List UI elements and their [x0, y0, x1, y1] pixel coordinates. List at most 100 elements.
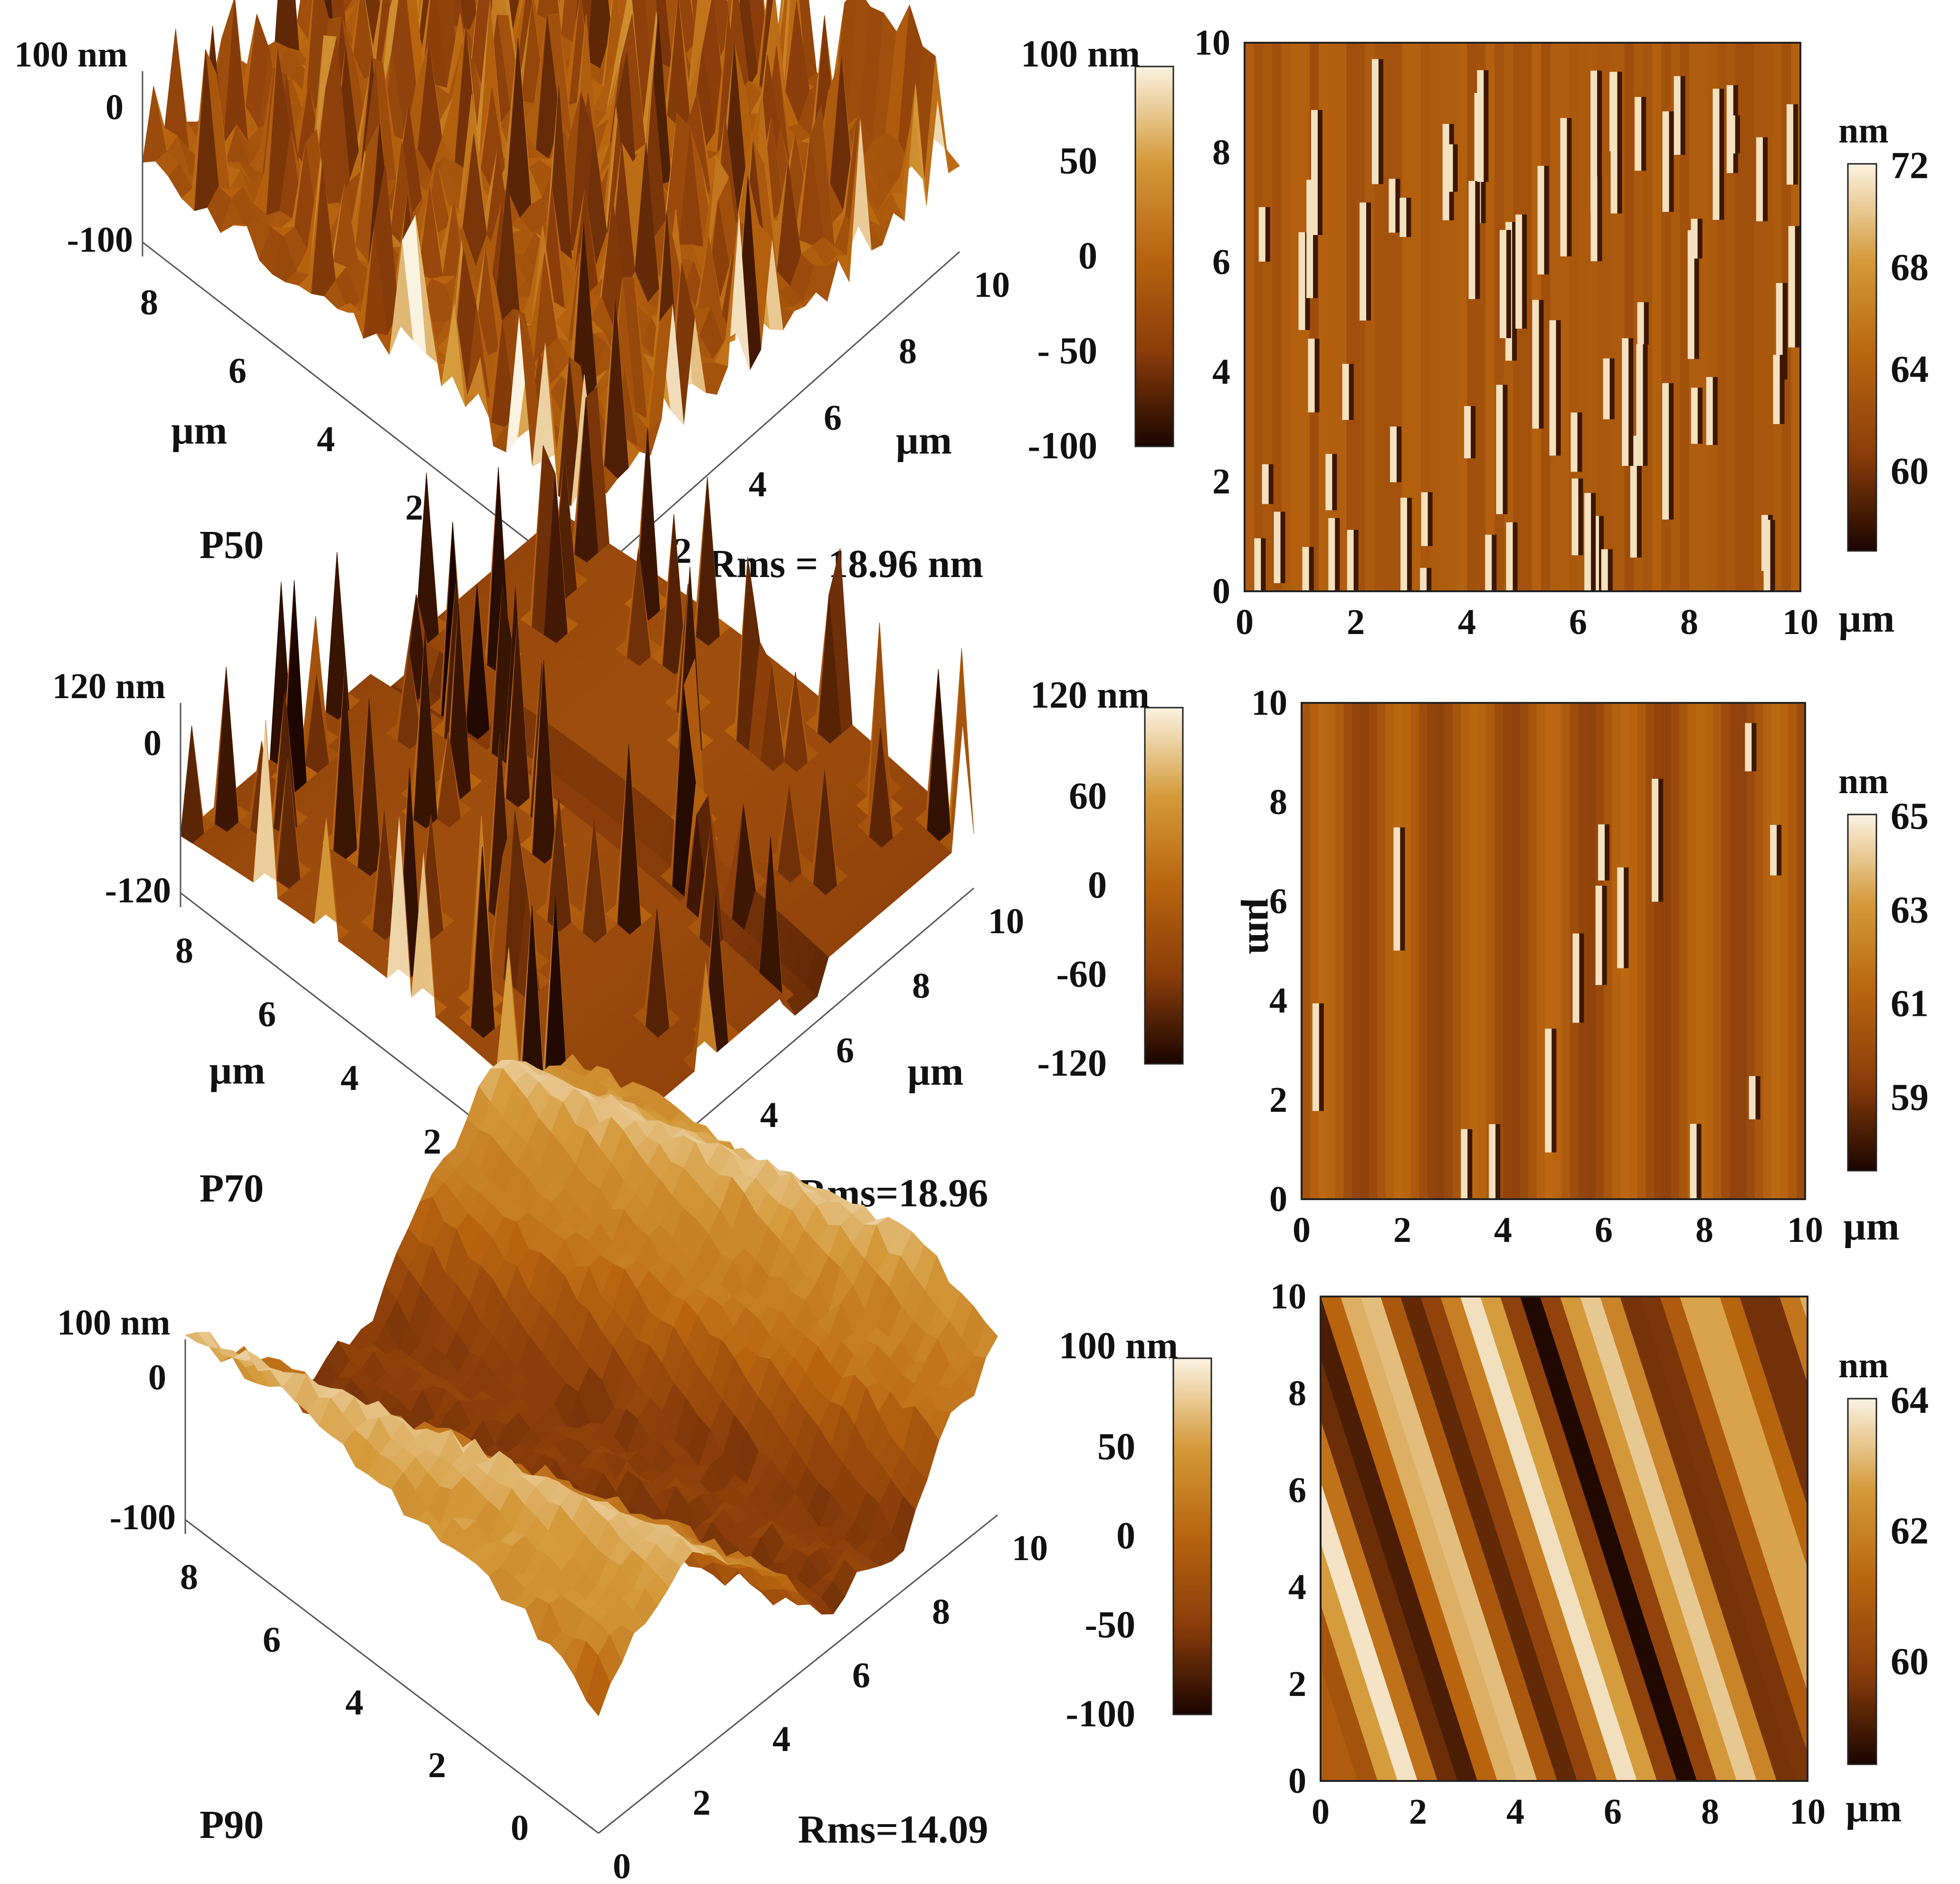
map-colorbar — [1847, 163, 1877, 552]
map-streak — [1347, 530, 1354, 591]
surface-facet — [557, 0, 565, 36]
map-streak — [1595, 885, 1602, 985]
map-streak — [1773, 355, 1780, 424]
right-axis-tick: 8 — [932, 1592, 950, 1632]
right-axis-tick: 0 — [613, 1846, 631, 1882]
map-column — [1254, 43, 1264, 591]
map-column — [1402, 703, 1411, 1199]
map-streak — [1662, 111, 1669, 212]
map-streak — [1308, 339, 1315, 413]
left-axis-unit: µm — [209, 1049, 265, 1093]
map-column — [1746, 703, 1755, 1199]
map-shadow — [1696, 1124, 1702, 1199]
map-x-tick: 2 — [1393, 1210, 1411, 1250]
map-streak — [1532, 300, 1539, 429]
map-streak — [1485, 534, 1492, 591]
map-streak — [1390, 426, 1397, 483]
map-shadow — [1335, 518, 1340, 591]
map-band — [1440, 1297, 1618, 1781]
map-shadow — [1751, 723, 1757, 772]
map-column — [1337, 43, 1347, 591]
map-shadow — [1807, 522, 1811, 593]
map-column — [1436, 703, 1445, 1199]
map-streak — [1545, 1028, 1552, 1153]
height-scale-label: - 50 — [1037, 330, 1097, 372]
right-axis-unit: µm — [907, 1050, 963, 1094]
map-column — [1679, 703, 1688, 1199]
map-x-tick: 4 — [1494, 1210, 1512, 1250]
colorbar-tick: 60 — [1891, 1641, 1929, 1683]
map-streak — [1477, 70, 1484, 182]
map-band — [1361, 1297, 1538, 1781]
colorbar-tick: 68 — [1891, 246, 1929, 288]
map-shadow — [1395, 179, 1400, 233]
map-band — [1400, 1297, 1578, 1781]
map-streak — [1687, 230, 1694, 359]
map-x-tick: 8 — [1695, 1210, 1713, 1250]
map-column — [1302, 703, 1311, 1199]
map-x-tick: 6 — [1604, 1792, 1622, 1832]
map-shadow — [1261, 538, 1266, 591]
map-y-tick: 10 — [1251, 683, 1287, 723]
map-y-tick: 8 — [1212, 133, 1230, 172]
map-y-tick: 6 — [1269, 881, 1287, 921]
map-band — [1740, 1297, 1808, 1506]
map-shadow — [1556, 320, 1561, 456]
phase-map — [1320, 1296, 1808, 1782]
map-column — [1763, 43, 1773, 591]
sample-label: P70 — [200, 1166, 264, 1211]
map-shadow — [1597, 70, 1602, 213]
map-band — [1540, 1297, 1718, 1781]
map-shadow — [1317, 110, 1323, 235]
map-streak — [1590, 176, 1598, 262]
map-frame — [1320, 1296, 1808, 1782]
map-streak — [1506, 522, 1513, 591]
map-band — [1420, 1297, 1598, 1781]
map-streak — [1570, 412, 1578, 472]
z-label-zero: 0 — [143, 723, 162, 763]
map-column — [1291, 43, 1301, 591]
map-shadow — [1512, 222, 1517, 361]
map-column — [1687, 703, 1697, 1199]
height-scale-label: 50 — [1097, 1426, 1135, 1468]
map-column — [1385, 703, 1395, 1199]
right-axis-tick: 10 — [1012, 1528, 1048, 1568]
map-streak — [1598, 824, 1605, 880]
panel-p50: 100 nm0-10086420µm0246810µmP50Rms = 18.9… — [14, 0, 1929, 642]
map-shadow — [1713, 377, 1718, 445]
map-streak — [1728, 115, 1735, 154]
map-streak — [1274, 511, 1281, 583]
map-shadow — [1366, 202, 1371, 321]
map-band — [1640, 1297, 1808, 1781]
map-shadow — [1427, 492, 1433, 546]
map-band — [1520, 1297, 1698, 1781]
map-column — [1352, 703, 1361, 1199]
z-label-bottom: -100 — [110, 1497, 176, 1537]
map-column — [1282, 43, 1292, 591]
map-streak — [1610, 72, 1617, 214]
map-colorbar — [1847, 1398, 1877, 1765]
map-shadow — [1782, 283, 1788, 380]
colorbar-tick: 65 — [1891, 795, 1929, 837]
map-streak — [1786, 104, 1793, 185]
colorbar-unit: nm — [1838, 111, 1889, 151]
map-column — [1394, 703, 1403, 1199]
left-axis-tick: 6 — [228, 351, 247, 391]
map-streak — [1636, 344, 1643, 466]
map-shadow — [1641, 97, 1646, 171]
right-axis-tick: 6 — [824, 398, 842, 438]
map-shadow — [1697, 218, 1703, 259]
z-label-bottom: -100 — [67, 220, 133, 260]
map-streak — [1637, 302, 1644, 345]
map-shadow — [1777, 824, 1782, 876]
right-axis-tick: 10 — [988, 901, 1024, 941]
map-y-tick: 2 — [1269, 1080, 1287, 1120]
map-column — [1419, 703, 1428, 1199]
map-streak — [1560, 118, 1567, 256]
right-axis — [598, 1514, 998, 1834]
map-y-tick: 4 — [1269, 981, 1287, 1021]
map-band — [1500, 1297, 1678, 1781]
map-column — [1536, 703, 1546, 1199]
height-scale-label: -100 — [1066, 1693, 1135, 1735]
map-streak — [1254, 538, 1261, 591]
